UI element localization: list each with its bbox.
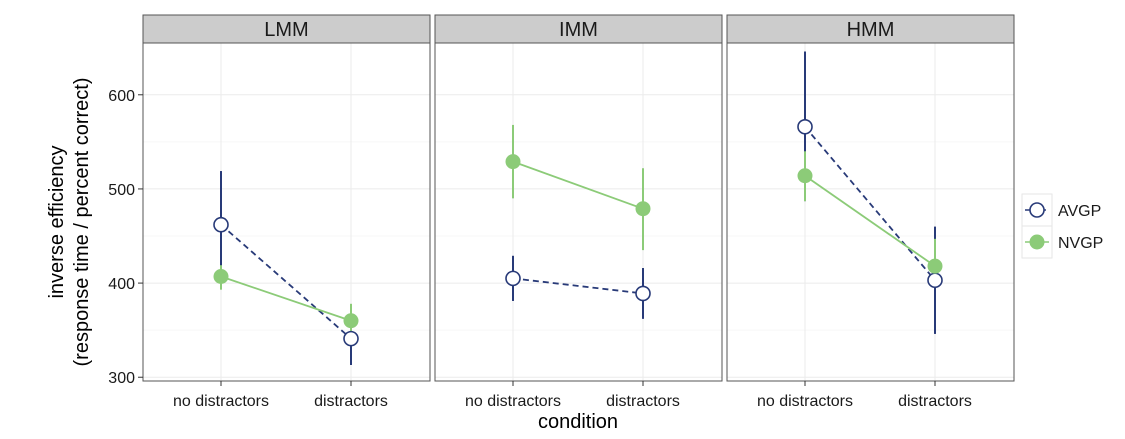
data-point-avgp <box>927 272 943 289</box>
x-tick-label: distractors <box>314 393 388 410</box>
data-point-avgp <box>635 285 651 302</box>
facet-panel-lmm: LMM no distractors distractors <box>142 14 431 410</box>
series-line-avgp <box>220 224 352 340</box>
facet-panel-imm: IMM no distractors distractors <box>434 14 723 410</box>
x-tick-label: distractors <box>898 393 972 410</box>
legend: AVGP NVGP <box>1021 193 1103 259</box>
legend-label: AVGP <box>1058 203 1101 220</box>
legend-key-point <box>1029 202 1045 218</box>
y-axis-title-line1: inverse efficiency <box>46 145 68 298</box>
data-point-avgp <box>213 216 229 233</box>
panel-background <box>727 43 1014 381</box>
y-axis-title-line2: (response time / percent correct) <box>71 78 93 367</box>
data-point-nvgp <box>505 154 521 170</box>
legend-label: NVGP <box>1058 235 1103 252</box>
data-point-avgp <box>343 330 359 347</box>
panel-border <box>726 42 1015 382</box>
facet-panel-hmm: HMM no distractors distractors <box>726 14 1015 410</box>
y-tick-label: 400 <box>108 276 135 293</box>
x-tick-label: no distractors <box>757 393 853 410</box>
facet-strip <box>726 14 1015 44</box>
x-tick-label: no distractors <box>173 393 269 410</box>
legend-item-nvgp: NVGP <box>1021 225 1103 259</box>
data-point-avgp <box>505 270 521 287</box>
y-tick-label: 600 <box>108 88 135 105</box>
legend-item-avgp: AVGP <box>1021 193 1101 227</box>
data-point-nvgp <box>343 313 359 329</box>
y-tick-label: 500 <box>108 182 135 199</box>
data-point-avgp <box>797 118 813 135</box>
facet-strip-label: LMM <box>264 19 308 41</box>
legend-key-point <box>1029 234 1045 250</box>
x-axis-title: condition <box>538 411 618 433</box>
y-tick-label: 300 <box>108 370 135 387</box>
facet-strip <box>142 14 431 44</box>
y-axis-title: inverse efficiency (response time / perc… <box>46 78 93 367</box>
panel-border <box>434 42 723 382</box>
panel-background <box>435 43 722 381</box>
data-point-nvgp <box>213 268 229 284</box>
panel-background <box>143 43 430 381</box>
series-line-avgp <box>804 126 936 281</box>
facet-strip <box>434 14 723 44</box>
y-axis: 300 400 500 600 <box>108 88 143 387</box>
series-line-avgp <box>512 277 644 295</box>
x-tick-label: no distractors <box>465 393 561 410</box>
data-point-nvgp <box>797 168 813 184</box>
series-line-nvgp <box>220 275 352 322</box>
data-point-nvgp <box>635 201 651 217</box>
series-line-nvgp <box>512 160 644 210</box>
panel-border <box>142 42 431 382</box>
x-tick-label: distractors <box>606 393 680 410</box>
series-line-nvgp <box>804 175 936 267</box>
data-point-nvgp <box>927 258 943 274</box>
facet-strip-label: IMM <box>559 19 598 41</box>
facet-strip-label: HMM <box>847 19 895 41</box>
facet-panels: LMM no distractors distractors IMM no distra… <box>142 14 1015 410</box>
